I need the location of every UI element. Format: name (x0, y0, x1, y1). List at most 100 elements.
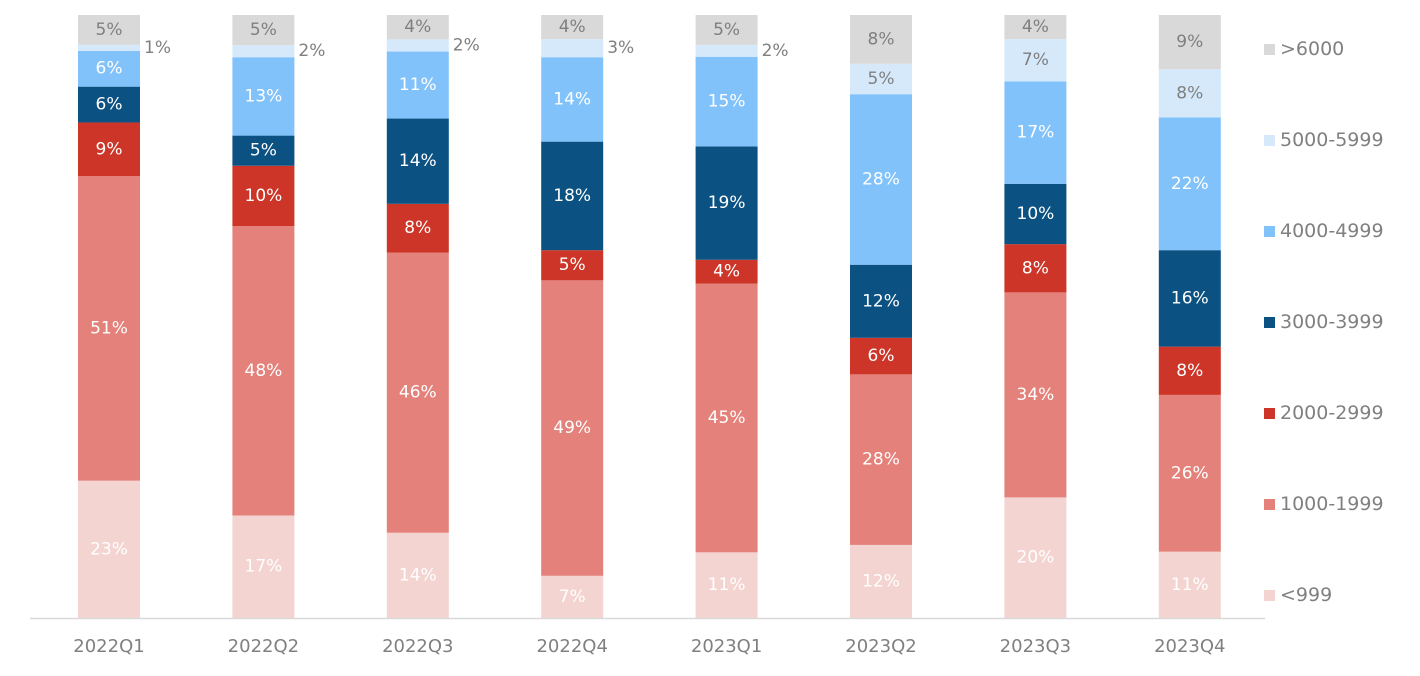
bar-segment (1004, 183, 1067, 245)
bar-segment (78, 15, 140, 45)
bar-segment (541, 575, 604, 618)
bar-segment (78, 50, 140, 87)
data-label: 4% (713, 262, 740, 282)
data-label: 5% (250, 141, 277, 161)
legend-label: <999 (1280, 584, 1332, 606)
bar-segment (1158, 394, 1221, 552)
bar-segment (541, 39, 604, 58)
data-label: 8% (1022, 258, 1049, 278)
bar-segment (850, 374, 912, 545)
data-label: 10% (1017, 204, 1055, 224)
data-label: 5% (250, 20, 277, 40)
bar-segment (386, 203, 449, 253)
x-tick-label: 2023Q1 (691, 636, 762, 657)
data-label: 4% (404, 17, 431, 37)
data-label: 9% (96, 139, 123, 159)
data-label: 9% (1176, 32, 1203, 52)
data-label: 3% (607, 38, 634, 58)
x-tick-label: 2022Q3 (382, 636, 453, 657)
data-label: 2% (453, 35, 480, 55)
data-label: 5% (96, 20, 123, 40)
bar-segment (1158, 551, 1221, 618)
x-tick-label: 2023Q4 (1154, 636, 1225, 657)
bar-segment (695, 44, 758, 57)
bar-segment (78, 122, 140, 177)
bar-segment (1004, 15, 1067, 40)
bar-segment (541, 250, 604, 281)
data-label: 14% (399, 565, 437, 585)
data-label: 22% (1171, 174, 1209, 194)
data-label: 14% (553, 89, 591, 109)
bar-segment (695, 259, 758, 284)
legend-swatch (1264, 317, 1275, 328)
data-label: 8% (1176, 361, 1203, 381)
data-label: 11% (399, 75, 437, 95)
x-tick-label: 2023Q2 (845, 636, 916, 657)
data-label: 15% (708, 92, 746, 112)
bar-segment (386, 15, 449, 40)
bar-segment (232, 226, 295, 516)
data-label: 8% (868, 29, 895, 49)
legend-swatch (1264, 44, 1275, 55)
bar-segment (386, 118, 449, 204)
bar-segment (850, 15, 912, 64)
bar-segment (232, 45, 295, 58)
data-label: 2% (762, 41, 789, 61)
data-label: 46% (399, 383, 437, 403)
data-label: 45% (708, 408, 746, 428)
x-tick-label: 2022Q4 (536, 636, 607, 657)
bar-segment (1158, 346, 1221, 395)
bar-segment (695, 283, 758, 553)
bar-segment (386, 532, 449, 618)
data-label: 28% (862, 169, 900, 189)
data-label: 7% (1022, 50, 1049, 70)
bar-segment (1158, 15, 1221, 70)
data-label: 17% (245, 557, 283, 577)
bar-segment (78, 44, 140, 51)
data-label: 11% (1171, 575, 1209, 595)
x-tick-label: 2022Q2 (228, 636, 299, 657)
data-label: 28% (862, 450, 900, 470)
data-label: 5% (868, 69, 895, 89)
bar-segment (78, 480, 140, 618)
bar-segment (1158, 69, 1221, 118)
bar-segment (541, 15, 604, 40)
data-label: 16% (1171, 288, 1209, 308)
legend-swatch (1264, 226, 1275, 237)
bar-segment (1004, 497, 1067, 618)
data-label: 8% (404, 218, 431, 238)
bar-segment (78, 176, 140, 481)
bar-segment (850, 544, 912, 618)
bar-segment (386, 252, 449, 533)
bar-segment (850, 337, 912, 375)
data-label: 14% (399, 151, 437, 171)
bar-segment (695, 552, 758, 618)
bar-segment (1004, 81, 1067, 184)
data-label: 4% (1022, 17, 1049, 37)
bar-segment (386, 51, 449, 119)
bar-segment (695, 146, 758, 260)
data-label: 51% (90, 318, 128, 338)
x-tick-label: 2023Q3 (1000, 636, 1071, 657)
data-label: 10% (245, 186, 283, 206)
data-label: 2% (298, 41, 325, 61)
data-label: 7% (559, 587, 586, 607)
data-label: 1% (144, 38, 171, 58)
bar-segment (1158, 117, 1221, 251)
data-label: 19% (708, 193, 746, 213)
data-label: 18% (553, 186, 591, 206)
legend-label: 2000-2999 (1280, 402, 1384, 424)
data-label: 6% (96, 95, 123, 115)
bar-segment (232, 135, 295, 166)
data-label: 8% (1176, 83, 1203, 103)
legend-label: >6000 (1280, 38, 1344, 60)
data-label: 12% (862, 571, 900, 591)
bar-segment (1158, 250, 1221, 347)
bar-segment (541, 280, 604, 576)
data-label: 48% (245, 361, 283, 381)
bar-segment (232, 165, 295, 227)
bar-segment (232, 515, 295, 618)
data-label: 13% (245, 86, 283, 106)
bar-segment (78, 86, 140, 123)
